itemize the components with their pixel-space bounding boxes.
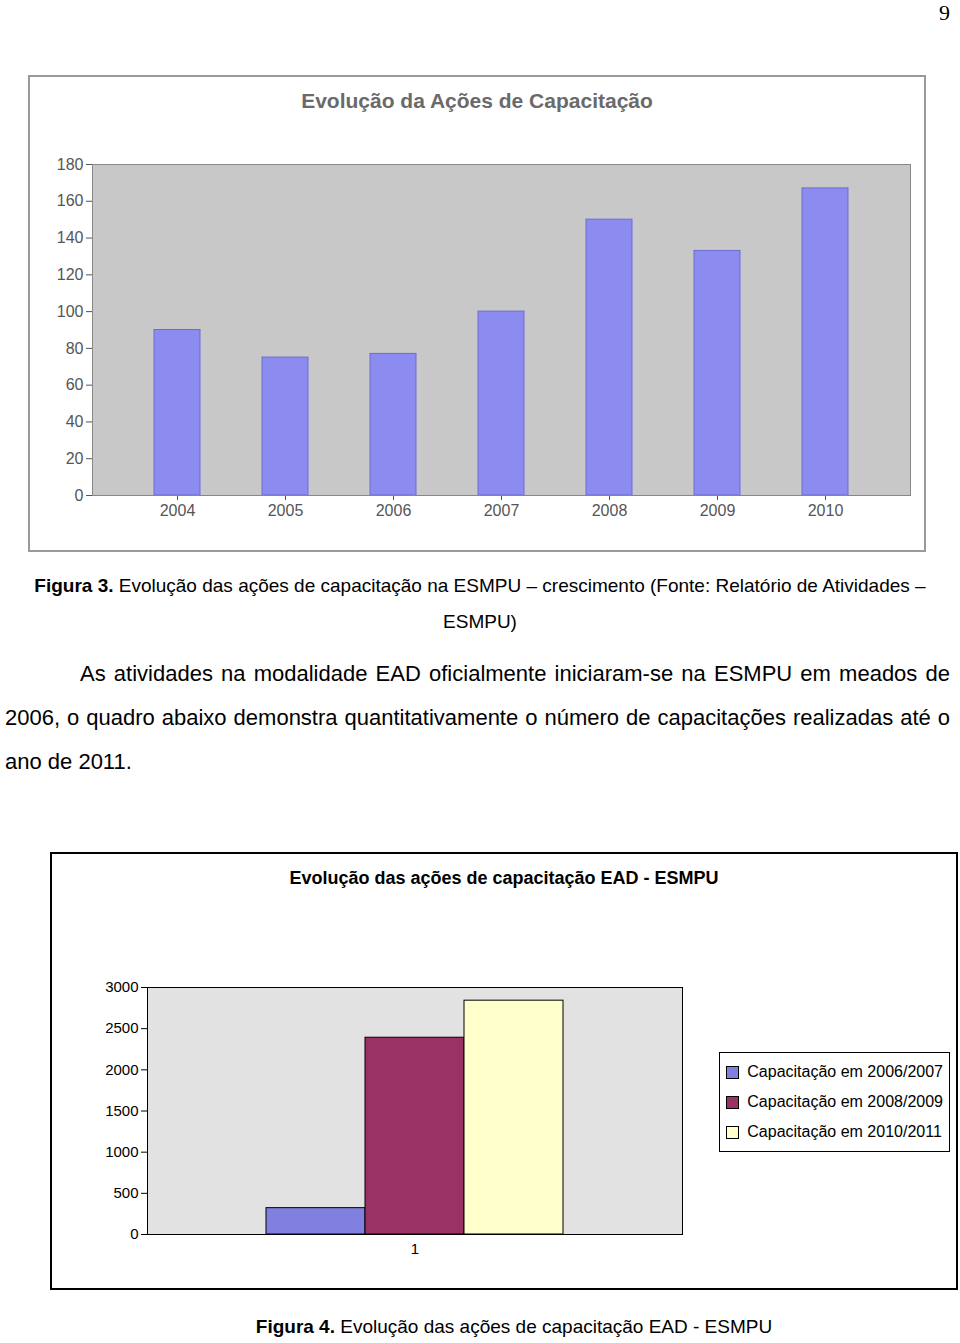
svg-text:60: 60 (66, 376, 84, 393)
html-text:Figura 4. Evolução das ações d: Figura 4. Evolução das ações de capacita… (255, 1316, 773, 1337)
svg-text:500: 500 (113, 1184, 138, 1201)
html-text:Capacitação em 2010/2011: Capacitação em 2010/2011 (747, 1123, 942, 1140)
svg-text:2006: 2006 (376, 502, 412, 519)
svg-text:2009: 2009 (700, 502, 736, 519)
svg-text:140: 140 (57, 229, 84, 246)
svg-text:3000: 3000 (105, 978, 138, 995)
html-text:Figura 3. Evolução das ações d: Figura 3. Evolução das ações de capacita… (34, 575, 926, 632)
svg-text:80: 80 (66, 340, 84, 357)
svg-text:120: 120 (57, 266, 84, 283)
svg-text:1500: 1500 (105, 1102, 138, 1119)
svg-text:40: 40 (66, 413, 84, 430)
svg-text:1: 1 (411, 1240, 419, 1257)
html-text:Evolução da Ações de Capacitaç: Evolução da Ações de Capacitação (301, 89, 653, 112)
svg-text:0: 0 (130, 1225, 138, 1242)
svg-text:2500: 2500 (105, 1019, 138, 1036)
svg-text:2007: 2007 (484, 502, 520, 519)
html-text:Evolução das ações de capacita: Evolução das ações de capacitação EAD - … (289, 868, 719, 888)
svg-text:1000: 1000 (105, 1143, 138, 1160)
svg-text:180: 180 (57, 156, 84, 173)
svg-text:0: 0 (75, 487, 84, 504)
html-text:Capacitação em 2006/2007: Capacitação em 2006/2007 (747, 1063, 943, 1080)
svg-text:2005: 2005 (268, 502, 304, 519)
svg-text:2008: 2008 (592, 502, 628, 519)
svg-text:160: 160 (57, 192, 84, 209)
svg-text:2000: 2000 (105, 1061, 138, 1078)
html-text:Capacitação em 2008/2009: Capacitação em 2008/2009 (747, 1093, 943, 1110)
svg-text:100: 100 (57, 303, 84, 320)
svg-text:20: 20 (66, 450, 84, 467)
svg-text:2010: 2010 (808, 502, 844, 519)
html-text:As atividades na modalidade EA: As atividades na modalidade EAD oficialm… (5, 661, 950, 774)
svg-text:2004: 2004 (160, 502, 196, 519)
html-text:9: 9 (939, 0, 950, 25)
